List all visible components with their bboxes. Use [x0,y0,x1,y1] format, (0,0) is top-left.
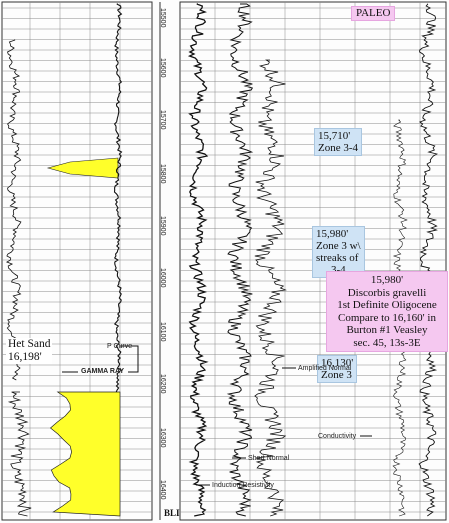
paleo-box-line: 1st Definite Oligocene [337,299,437,311]
depth-tick-16100: 16100 [159,322,166,342]
het-sand-label: Het Sand 16,198' [6,338,53,364]
zone-box-line: streaks of [316,252,359,264]
het-sand-line: 16,198' [8,351,42,363]
zone-box-16130: 16,130' Zone 3 [317,355,358,383]
induction-resistivity-label: Induction Resistivity [212,482,274,489]
short-normal-curve [187,3,209,517]
right-track-border [179,1,447,521]
depth-tick-16400: 16400 [159,480,166,500]
paleo-box-line: Discorbis gravelli [347,286,427,299]
left-track-border [1,1,153,521]
depth-tick-15500: 15500 [159,8,166,28]
zone-box-line: 16,130' [321,357,354,369]
paleo-box: 15,980' Discorbis gravelli 1st Definite … [326,271,448,352]
bottom-label: BLI [164,508,180,518]
p-curve-arrow [120,345,139,373]
zone-box-15980: 15,980' Zone 3 w\ streaks of 3-4 [312,226,365,278]
depth-tick-16000: 16000 [159,268,166,288]
gamma-ray-curve [5,39,22,381]
amplified-normal-curve [254,59,287,517]
depth-tick-15700: 15700 [159,110,166,130]
depth-tick-15900: 15900 [159,216,166,236]
conductivity-label: Conductivity [318,433,357,440]
zone-box-15710: 15,710' Zone 3-4 [314,128,363,156]
paleo-tag: PALEO [351,6,396,21]
conductivity-curve [417,3,438,517]
short-normal-label: Short Normal [248,455,290,462]
amplified-normal-label: Amplified Normal [298,365,352,372]
paleo-box-line: sec. 45, 13s-3E [353,336,421,349]
zone-box-line: Zone 3-4 [318,142,359,154]
gamma-ray-label: GAMMA RAY [81,368,125,375]
zone-box-line: 15,710' [318,130,351,142]
zone-box-line: 15,980' [316,228,349,240]
p-curve-label: P Curve [107,343,133,350]
depth-tick-16200: 16200 [159,374,166,394]
sp-curve-left [113,3,123,393]
zone-box-line: Zone 3 [321,369,352,381]
het-sand-line: Het Sand [8,338,51,350]
paleo-box-line: Compare to 16,160' in [338,311,436,324]
depth-tick-15600: 15600 [159,58,166,78]
depth-tick-16300: 16300 [159,428,166,448]
paleo-box-line: 15,980' [370,274,404,286]
sand-fill-upper [46,157,119,179]
paleo-box-line: Burton #1 Veasley [346,324,428,336]
sand-fill-het-sand [49,391,121,517]
induction-curve [226,3,254,517]
zone-box-line: Zone 3 w\ [316,240,361,252]
gamma-ray-curve-lower [7,391,32,517]
depth-tick-15800: 15800 [159,164,166,184]
